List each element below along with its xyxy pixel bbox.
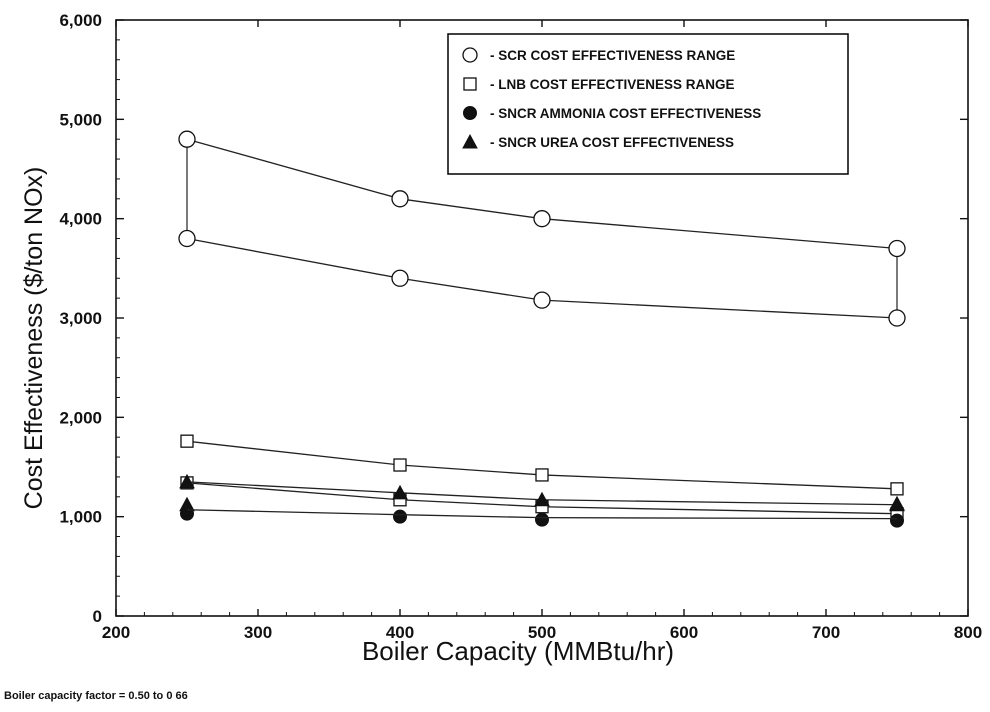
legend-marker	[462, 47, 478, 63]
data-point	[890, 482, 904, 496]
legend-marker	[463, 106, 477, 120]
data-point	[534, 491, 550, 507]
y-tick-label: 6,000	[59, 11, 102, 30]
y-tick-label: 3,000	[59, 309, 102, 328]
x-tick-label: 200	[102, 623, 130, 642]
series-line-3	[186, 482, 898, 515]
y-tick-label: 0	[93, 607, 102, 626]
data-point	[392, 484, 408, 500]
legend-label: - SNCR UREA COST EFFECTIVENESS	[490, 135, 734, 150]
x-tick-label: 700	[812, 623, 840, 642]
x-tick-label: 800	[954, 623, 982, 642]
data-point	[533, 210, 551, 228]
data-point	[890, 513, 904, 528]
y-tick-label: 2,000	[59, 408, 102, 427]
data-point	[179, 473, 195, 489]
data-point	[533, 291, 551, 309]
data-point	[888, 309, 906, 327]
y-tick-label: 4,000	[59, 210, 102, 229]
legend-box	[447, 33, 849, 175]
data-point	[178, 130, 196, 148]
data-point	[178, 229, 196, 248]
series-line-0	[186, 138, 898, 250]
data-point	[535, 512, 549, 527]
data-point	[888, 239, 906, 258]
legend-label: - SNCR AMMONIA COST EFFECTIVENESS	[490, 106, 761, 121]
data-point	[179, 496, 195, 512]
y-tick-label: 1,000	[59, 508, 102, 527]
x-tick-label: 500	[528, 623, 556, 642]
series-line-2	[186, 440, 898, 490]
x-axis-label: Boiler Capacity (MMBtu/hr)	[362, 636, 674, 666]
legend-label: - SCR COST EFFECTIVENESS RANGE	[490, 48, 735, 63]
data-point	[889, 495, 905, 511]
data-point	[391, 269, 409, 287]
data-point	[393, 458, 407, 472]
y-axis-label: Cost Effectiveness ($/ton NOx)	[20, 167, 48, 510]
legend-marker	[462, 133, 478, 149]
series-line-7	[186, 509, 898, 520]
x-tick-label: 300	[244, 623, 272, 642]
series-line-5	[186, 481, 898, 506]
data-point	[180, 434, 194, 448]
data-point	[391, 190, 409, 208]
data-point	[393, 509, 407, 524]
y-tick-label: 5,000	[59, 110, 102, 129]
legend-label: - LNB COST EFFECTIVENESS RANGE	[490, 77, 735, 92]
series-line-1	[186, 237, 898, 319]
x-tick-label: 400	[386, 623, 414, 642]
data-point	[535, 468, 549, 482]
footnote: Boiler capacity factor = 0.50 to 0 66	[4, 690, 188, 702]
x-tick-label: 600	[670, 623, 698, 642]
legend-marker	[463, 77, 477, 91]
